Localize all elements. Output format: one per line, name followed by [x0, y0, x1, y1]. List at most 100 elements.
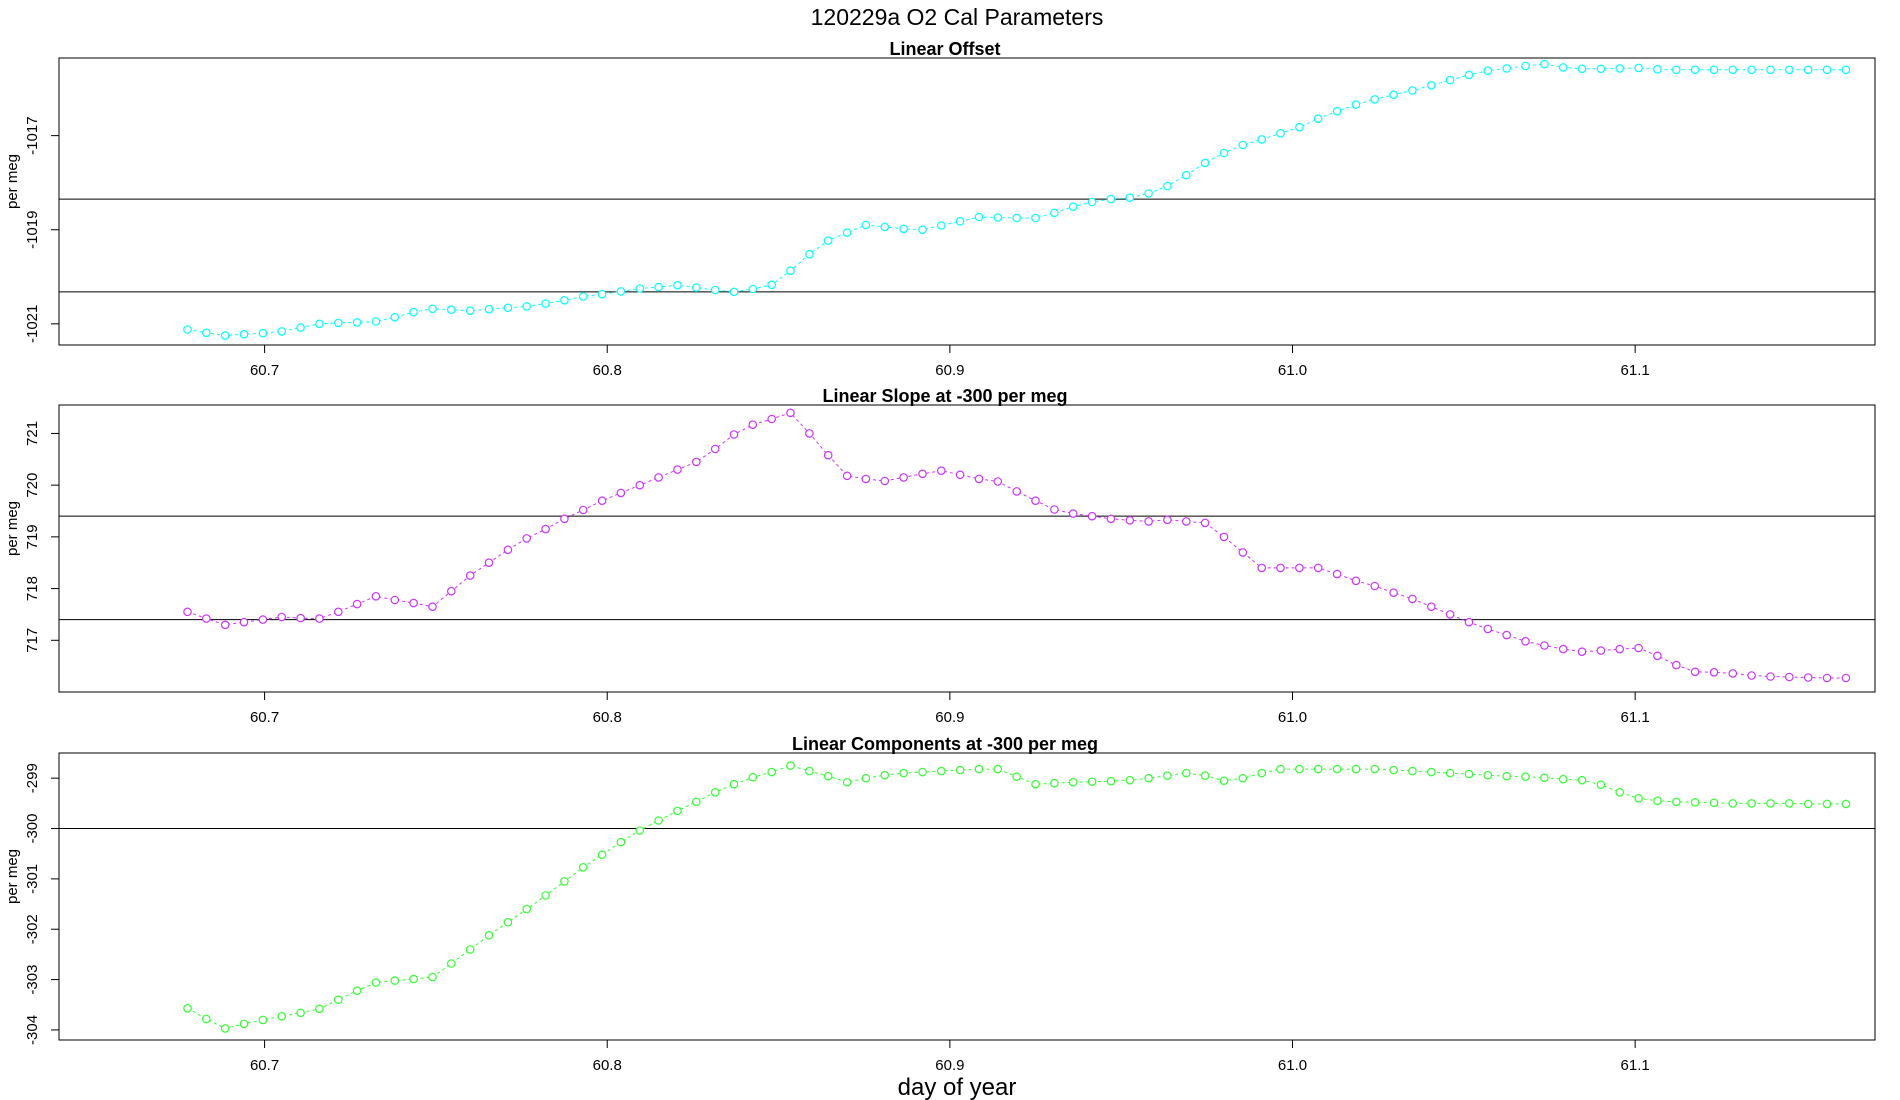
linear-offset-data-point	[1596, 64, 1606, 74]
linear-slope-data-point	[1690, 667, 1700, 677]
linear-offset-data-point	[352, 318, 362, 327]
linear-components-data-point	[541, 891, 550, 900]
linear-offset-data-point	[805, 249, 814, 259]
linear-components-data-point	[1803, 799, 1813, 809]
linear-slope-series-line	[187, 412, 1846, 679]
linear-components-data-point	[352, 986, 362, 996]
linear-offset-data-point	[277, 327, 287, 336]
linear-slope-data-point	[1803, 673, 1813, 682]
linear-components-y-tick-label: -300	[24, 814, 41, 844]
linear-slope-data-point	[239, 617, 249, 627]
linear-slope-data-point	[1502, 630, 1512, 640]
linear-offset-data-point	[1709, 65, 1719, 75]
linear-components-data-point	[1577, 775, 1587, 785]
linear-slope-data-point	[1521, 636, 1530, 646]
linear-slope-data-point	[710, 444, 720, 454]
linear-offset-data-point	[220, 331, 230, 340]
linear-components-y-tick-label: -299	[24, 763, 41, 793]
linear-offset-data-point	[578, 292, 588, 301]
linear-components-data-point	[1841, 799, 1851, 809]
linear-slope-y-tick-label: 719	[24, 524, 41, 549]
linear-offset-data-point	[465, 306, 475, 316]
linear-offset-data-point	[1672, 65, 1681, 75]
linear-components-data-point	[183, 1003, 192, 1013]
linear-slope-data-point	[1540, 641, 1549, 650]
linear-components-data-point	[805, 766, 814, 776]
linear-slope-data-point	[1295, 563, 1304, 573]
linear-components-data-point	[1332, 764, 1342, 774]
linear-components-data-point	[333, 995, 343, 1005]
linear-components-data-point	[1031, 779, 1040, 789]
linear-components-data-point	[1068, 777, 1078, 787]
linear-components-data-point	[1313, 764, 1323, 774]
linear-components-data-point	[993, 764, 1003, 774]
linear-components-data-point	[522, 904, 532, 914]
linear-offset-data-point	[428, 304, 437, 314]
linear-components-data-point	[1295, 764, 1304, 774]
linear-slope-data-point	[428, 602, 437, 612]
linear-components-data-point	[1596, 780, 1606, 790]
linear-offset-data-point	[1653, 65, 1662, 74]
linear-offset-data-point	[503, 303, 513, 313]
linear-offset-data-point	[1408, 86, 1417, 95]
x-axis-label: day of year	[898, 1074, 1017, 1100]
linear-components-data-point	[1822, 799, 1832, 809]
linear-slope-data-point	[1163, 515, 1172, 525]
linear-slope-data-point	[277, 612, 287, 622]
linear-components-data-point	[748, 772, 758, 782]
linear-slope-data-point	[635, 480, 645, 490]
linear-components-data-point	[936, 766, 946, 776]
linear-offset-x-tick-label: 61.1	[1621, 362, 1650, 379]
linear-offset-data-point	[333, 318, 343, 328]
linear-offset-data-point	[691, 283, 701, 292]
linear-offset-data-point	[371, 317, 381, 326]
linear-slope-data-point	[409, 598, 418, 608]
linear-slope-data-point	[1785, 672, 1794, 682]
linear-offset-data-point	[673, 280, 682, 290]
linear-offset-data-point	[1068, 202, 1078, 212]
linear-components-data-point	[1653, 796, 1662, 806]
linear-components-data-point	[597, 850, 607, 860]
linear-slope-data-point	[1257, 563, 1267, 573]
linear-components-data-point	[1200, 771, 1210, 781]
linear-slope-x-tick-label: 60.8	[593, 709, 622, 726]
linear-slope-data-point	[955, 470, 965, 480]
linear-components-data-point	[1389, 765, 1398, 775]
linear-offset-data-point	[409, 307, 418, 317]
linear-offset-data-point	[616, 287, 626, 296]
linear-components-data-point	[1502, 771, 1512, 781]
linear-offset-data-point	[1238, 140, 1248, 150]
chart-panels: Linear Offset 60.7 60.8 60.9 61.0 61.1 -1021 -1…	[4, 39, 1876, 1074]
linear-slope-data-point	[1653, 651, 1662, 661]
linear-slope-data-point	[1483, 624, 1493, 634]
linear-components-data-point	[899, 768, 908, 778]
linear-components-title: Linear Components at -300 per meg	[792, 734, 1098, 754]
linear-components-data-point	[258, 1015, 268, 1025]
linear-offset-data-point	[635, 284, 645, 293]
linear-components-data-point	[1182, 768, 1191, 778]
linear-slope-data-point	[1672, 660, 1681, 670]
linear-slope-data-point	[1596, 646, 1606, 655]
linear-components-data-point	[1483, 770, 1493, 780]
linear-offset-data-point	[315, 319, 324, 329]
linear-offset-data-point	[1106, 194, 1116, 204]
linear-slope-data-point	[202, 614, 211, 623]
linear-slope-data-point	[1238, 548, 1248, 557]
linear-offset-data-point	[918, 225, 927, 235]
linear-slope-data-point	[1841, 673, 1851, 683]
linear-offset-data-point	[484, 304, 494, 314]
linear-components-x-tick-label: 60.7	[250, 1057, 279, 1074]
linear-offset-data-point	[936, 221, 946, 230]
linear-components-data-point	[1050, 778, 1059, 788]
linear-offset-data-point	[1690, 65, 1700, 75]
linear-slope-data-point	[786, 408, 795, 418]
linear-slope-data-point	[1332, 569, 1342, 579]
linear-slope-data-point	[691, 457, 701, 467]
linear-slope-data-point	[1200, 518, 1210, 528]
linear-components-y-tick-label: -301	[24, 864, 41, 894]
linear-offset-data-point	[1483, 66, 1493, 76]
linear-offset-data-point	[1050, 208, 1059, 218]
linear-offset-data-point	[1634, 63, 1643, 73]
linear-slope-data-point	[1822, 673, 1832, 683]
linear-components-data-point	[1615, 787, 1625, 797]
